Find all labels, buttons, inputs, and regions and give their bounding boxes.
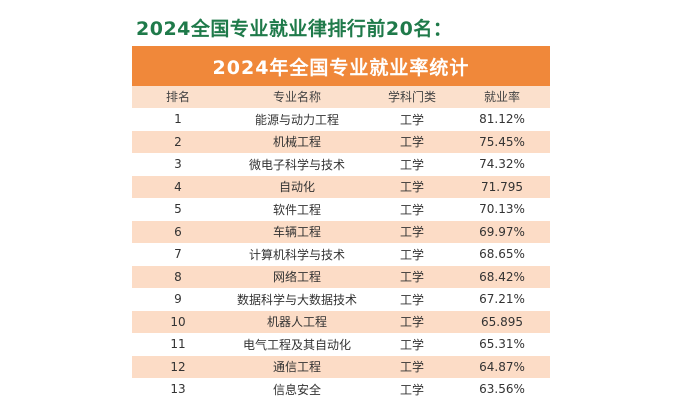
page-heading: 2024全国专业就业律排行前20名： (136, 18, 453, 40)
rank-cell: 3 (132, 153, 224, 176)
category-cell: 工学 (370, 355, 454, 379)
header-major: 专业名称 (224, 86, 370, 109)
major-cell: 通信工程 (224, 355, 370, 379)
category-cell: 工学 (370, 310, 454, 334)
table-row: 3 微电子科学与技术 工学 74.32% (132, 153, 550, 176)
category-cell: 工学 (370, 333, 454, 356)
table-body: 1 能源与动力工程 工学 81.12% 2 机械工程 工学 75.45% 3 微电子科学与技术 工学… (132, 108, 550, 401)
rank-cell: 6 (132, 220, 224, 244)
rate-cell: 74.32% (454, 153, 550, 176)
employment-rate-table: 2024年全国专业就业率统计 排名 专业名称 学科门类 就业率 1 能源与动力工程… (132, 46, 550, 401)
rate-cell: 65.895 (454, 310, 550, 334)
major-cell: 电气工程及其自动化 (224, 333, 370, 356)
rate-cell: 70.13% (454, 198, 550, 221)
category-cell: 工学 (370, 265, 454, 289)
table-row: 4 自动化 工学 71.795 (132, 175, 550, 199)
rate-cell: 81.12% (454, 108, 550, 131)
rank-cell: 4 (132, 175, 224, 199)
table-row: 9 数据科学与大数据技术 工学 67.21% (132, 288, 550, 311)
rank-cell: 1 (132, 108, 224, 131)
major-cell: 机械工程 (224, 130, 370, 154)
rate-cell: 64.87% (454, 355, 550, 379)
major-cell: 机器人工程 (224, 310, 370, 334)
rank-cell: 12 (132, 355, 224, 379)
rank-cell: 9 (132, 288, 224, 311)
major-cell: 能源与动力工程 (224, 108, 370, 131)
category-cell: 工学 (370, 220, 454, 244)
rate-cell: 68.65% (454, 243, 550, 266)
table-row: 7 计算机科学与技术 工学 68.65% (132, 243, 550, 266)
category-cell: 工学 (370, 175, 454, 199)
rank-cell: 7 (132, 243, 224, 266)
category-cell: 工学 (370, 198, 454, 221)
rank-cell: 10 (132, 310, 224, 334)
table-row: 2 机械工程 工学 75.45% (132, 130, 550, 154)
category-cell: 工学 (370, 108, 454, 131)
header-rate: 就业率 (454, 86, 550, 109)
rank-cell: 5 (132, 198, 224, 221)
table-row: 11 电气工程及其自动化 工学 65.31% (132, 333, 550, 356)
table-row: 1 能源与动力工程 工学 81.12% (132, 108, 550, 131)
rate-cell: 65.31% (454, 333, 550, 356)
table-row: 8 网络工程 工学 68.42% (132, 265, 550, 289)
category-cell: 工学 (370, 288, 454, 311)
category-cell: 工学 (370, 378, 454, 401)
category-cell: 工学 (370, 153, 454, 176)
table-row: 10 机器人工程 工学 65.895 (132, 310, 550, 334)
major-cell: 信息安全 (224, 378, 370, 401)
major-cell: 车辆工程 (224, 220, 370, 244)
rank-cell: 2 (132, 130, 224, 154)
major-cell: 网络工程 (224, 265, 370, 289)
rate-cell: 68.42% (454, 265, 550, 289)
ranking-table: 排名 专业名称 学科门类 就业率 1 能源与动力工程 工学 81.12% 2 机械工程 工学… (132, 86, 550, 401)
rate-cell: 69.97% (454, 220, 550, 244)
table-row: 6 车辆工程 工学 69.97% (132, 220, 550, 244)
category-cell: 工学 (370, 243, 454, 266)
table-title: 2024年全国专业就业率统计 (132, 46, 550, 86)
major-cell: 软件工程 (224, 198, 370, 221)
header-rank: 排名 (132, 86, 224, 109)
table-row: 5 软件工程 工学 70.13% (132, 198, 550, 221)
rank-cell: 8 (132, 265, 224, 289)
header-category: 学科门类 (370, 86, 454, 109)
rate-cell: 71.795 (454, 175, 550, 199)
category-cell: 工学 (370, 130, 454, 154)
major-cell: 微电子科学与技术 (224, 153, 370, 176)
major-cell: 数据科学与大数据技术 (224, 288, 370, 311)
header-row: 排名 专业名称 学科门类 就业率 (132, 86, 550, 109)
major-cell: 计算机科学与技术 (224, 243, 370, 266)
rate-cell: 63.56% (454, 378, 550, 401)
rate-cell: 75.45% (454, 130, 550, 154)
rate-cell: 67.21% (454, 288, 550, 311)
table-row: 13 信息安全 工学 63.56% (132, 378, 550, 401)
major-cell: 自动化 (224, 175, 370, 199)
rank-cell: 13 (132, 378, 224, 401)
table-row: 12 通信工程 工学 64.87% (132, 355, 550, 379)
rank-cell: 11 (132, 333, 224, 356)
